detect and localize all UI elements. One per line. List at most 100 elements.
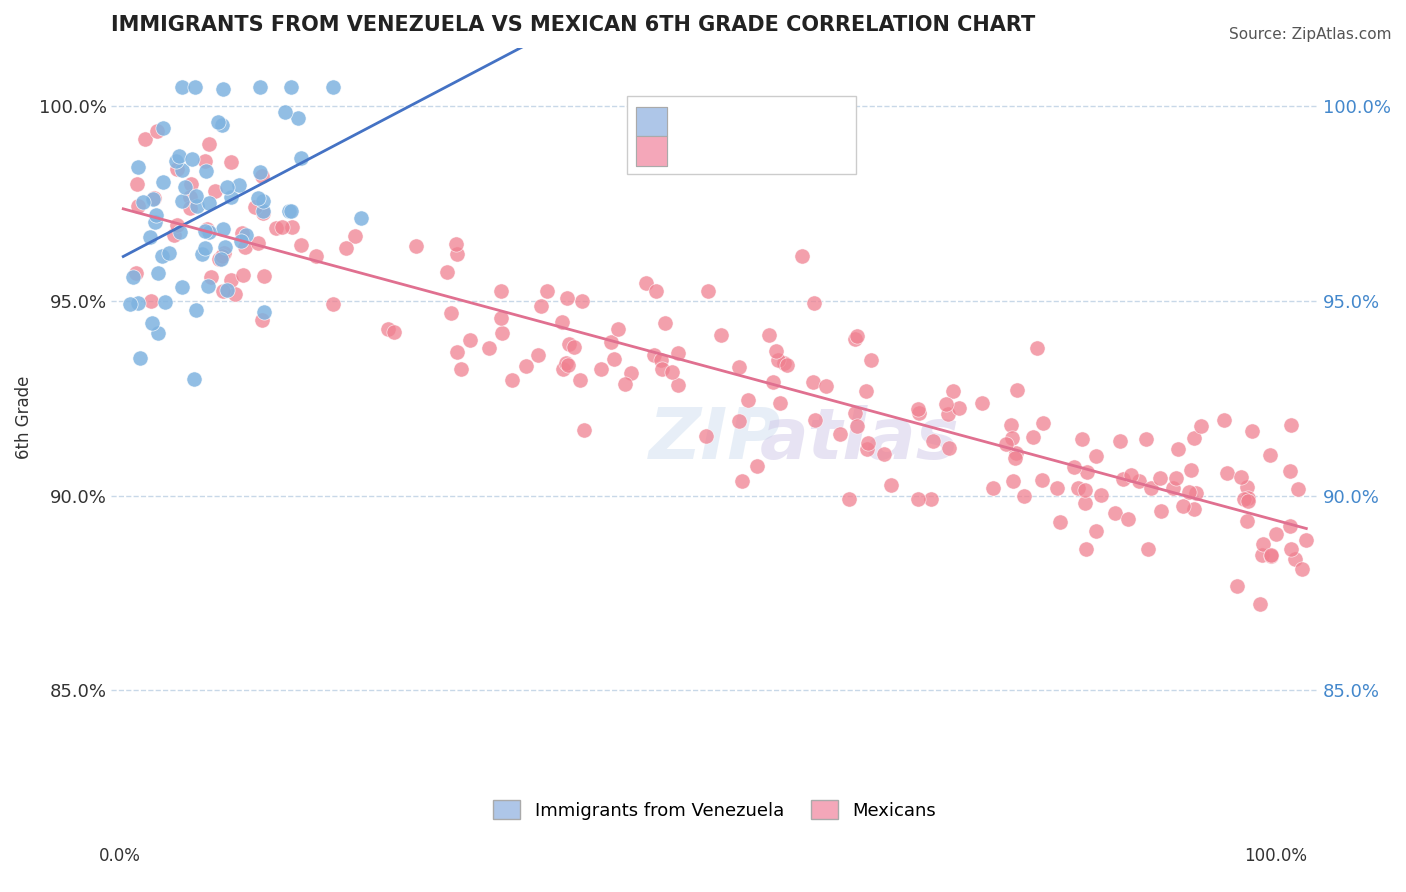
Point: [233, 240, 256, 254]
Point: [163, 227, 186, 242]
Point: [727, 359, 749, 374]
Text: 65: 65: [801, 112, 827, 131]
Point: [838, 491, 860, 506]
Text: atlas: atlas: [759, 406, 959, 475]
Point: [643, 348, 665, 362]
Point: [264, 220, 287, 235]
Point: [907, 491, 929, 506]
Point: [350, 211, 373, 226]
Point: [1012, 489, 1035, 503]
Point: [131, 195, 153, 210]
Point: [941, 384, 963, 398]
Point: [145, 208, 167, 222]
Point: [458, 334, 481, 348]
Point: [603, 352, 626, 367]
Point: [634, 276, 657, 290]
Point: [935, 397, 957, 411]
Point: [555, 291, 578, 305]
Point: [769, 396, 792, 410]
Point: [873, 447, 896, 461]
Point: [150, 248, 173, 262]
Point: [207, 115, 229, 129]
Point: [737, 392, 759, 407]
FancyBboxPatch shape: [637, 107, 666, 136]
Point: [1189, 419, 1212, 434]
Point: [1236, 493, 1258, 508]
Point: [747, 459, 769, 474]
Point: [208, 252, 231, 266]
Point: [194, 224, 217, 238]
Point: [444, 237, 467, 252]
Point: [229, 235, 252, 249]
Point: [880, 478, 903, 492]
Point: [214, 240, 236, 254]
Point: [1121, 468, 1143, 483]
Point: [153, 295, 176, 310]
Point: [1278, 518, 1301, 533]
Point: [191, 247, 214, 261]
Point: [1005, 383, 1028, 397]
Point: [1074, 541, 1097, 556]
FancyBboxPatch shape: [627, 95, 856, 174]
Point: [571, 293, 593, 308]
Text: N =: N =: [763, 143, 803, 161]
Point: [1237, 491, 1260, 506]
Point: [697, 284, 720, 298]
Point: [803, 295, 825, 310]
Point: [1149, 471, 1171, 485]
Point: [219, 273, 242, 287]
Text: -0.917: -0.917: [714, 143, 779, 161]
Point: [1213, 413, 1236, 427]
Point: [920, 492, 942, 507]
Point: [1166, 442, 1188, 456]
Point: [211, 222, 233, 236]
Point: [478, 341, 501, 355]
Point: [555, 356, 578, 370]
Point: [1251, 537, 1274, 551]
Point: [1128, 474, 1150, 488]
Point: [169, 225, 191, 239]
Point: [1182, 431, 1205, 445]
Point: [515, 359, 537, 374]
Point: [908, 406, 931, 420]
Point: [922, 434, 945, 448]
Point: [281, 219, 304, 234]
Point: [569, 374, 592, 388]
Point: [654, 316, 676, 330]
Point: [773, 356, 796, 370]
Point: [127, 296, 149, 310]
Point: [405, 239, 427, 253]
Point: [1250, 548, 1272, 562]
Point: [252, 313, 274, 327]
Point: [803, 412, 825, 426]
Point: [776, 358, 799, 372]
Point: [1140, 481, 1163, 495]
Point: [1063, 460, 1085, 475]
Text: IMMIGRANTS FROM VENEZUELA VS MEXICAN 6TH GRADE CORRELATION CHART: IMMIGRANTS FROM VENEZUELA VS MEXICAN 6TH…: [111, 15, 1036, 35]
Point: [377, 322, 399, 336]
Point: [938, 441, 960, 455]
Point: [765, 344, 787, 359]
Text: 0.0%: 0.0%: [98, 847, 141, 865]
Point: [1265, 527, 1288, 541]
Point: [489, 311, 512, 326]
Point: [830, 427, 852, 442]
Point: [1074, 483, 1097, 497]
Point: [252, 204, 274, 219]
Point: [1260, 548, 1282, 562]
Text: R =: R =: [675, 143, 714, 161]
Point: [948, 401, 970, 416]
Point: [530, 299, 553, 313]
Point: [122, 270, 145, 285]
Point: [382, 325, 405, 339]
Point: [1090, 488, 1112, 502]
Point: [1002, 474, 1025, 488]
Point: [200, 269, 222, 284]
Text: 200: 200: [801, 143, 839, 161]
Point: [172, 194, 194, 208]
Point: [322, 297, 344, 311]
Point: [290, 151, 312, 165]
Point: [1108, 434, 1130, 448]
Point: [280, 79, 302, 94]
Point: [1118, 512, 1140, 526]
